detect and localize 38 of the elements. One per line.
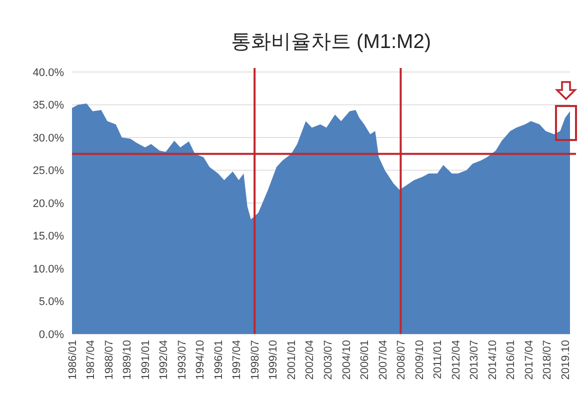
x-tick-label: 1992/04 xyxy=(158,340,170,380)
x-tick-label: 2014/10 xyxy=(486,340,499,380)
x-tick-label: 2011/01 xyxy=(432,340,444,379)
y-tick-label: 5.0% xyxy=(38,296,64,308)
x-tick-label: 2017/04 xyxy=(523,340,536,380)
x-tick-label: 2003/07 xyxy=(322,340,334,380)
y-tick-label: 40.0% xyxy=(32,66,64,79)
x-tick-label: 1989/10 xyxy=(122,340,134,380)
x-tick-label: 2002/04 xyxy=(304,340,316,380)
x-tick-label: 2007/04 xyxy=(377,340,390,380)
x-tick-label: 2019.10 xyxy=(560,340,572,380)
x-tick-label: 2006/01 xyxy=(359,340,372,380)
y-tick-label: 30.0% xyxy=(32,132,64,144)
y-tick-label: 10.0% xyxy=(32,263,64,276)
y-tick-label: 15.0% xyxy=(32,230,64,243)
y-tick-label: 25.0% xyxy=(32,165,64,178)
x-tick-label: 2013/07 xyxy=(468,340,481,380)
x-tick-label: 1997/04 xyxy=(231,340,244,380)
x-tick-label: 1986/01 xyxy=(66,340,79,380)
x-tick-label: 2016/01 xyxy=(505,340,518,380)
y-tick-label: 35.0% xyxy=(32,100,64,112)
y-tick-label: 0.0% xyxy=(38,328,64,341)
x-tick-label: 2012/04 xyxy=(450,340,462,380)
x-tick-label: 1999/10 xyxy=(268,340,280,380)
x-tick-label: 1991/01 xyxy=(140,340,152,380)
chart-title: 통화비율차트 (M1:M2) xyxy=(231,31,431,53)
x-tick-label: 1996/01 xyxy=(212,340,225,380)
x-tick-label: 1988/07 xyxy=(103,340,116,380)
x-tick-label: 1993/07 xyxy=(176,340,188,380)
x-tick-label: 1994/10 xyxy=(194,340,207,380)
x-tick-label: 2001/01 xyxy=(286,340,298,380)
y-tick-label: 20.0% xyxy=(32,198,64,210)
x-tick-label: 2009/10 xyxy=(414,340,426,380)
x-tick-label: 2008/07 xyxy=(396,340,408,380)
x-tick-label: 2018/07 xyxy=(542,340,554,380)
x-tick-label: 2004/10 xyxy=(340,340,353,380)
x-tick-label: 1998/07 xyxy=(249,340,262,380)
x-tick-label: 1987/04 xyxy=(85,340,98,380)
